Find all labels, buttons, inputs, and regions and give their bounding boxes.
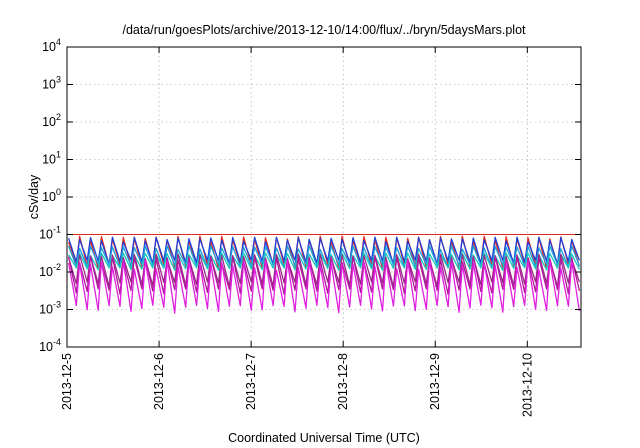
y-tick-label: 10-2 — [39, 262, 61, 279]
x-tick-label: 2013-12-8 — [336, 353, 350, 410]
y-tick-label: 10-1 — [39, 225, 61, 242]
y-tick-label: 102 — [42, 112, 61, 129]
y-tick-label: 100 — [42, 187, 61, 204]
x-tick-label: 2013-12-10 — [520, 353, 534, 417]
x-tick-label: 2013-12-9 — [428, 353, 442, 410]
chart-title: /data/run/goesPlots/archive/2013-12-10/1… — [122, 23, 526, 37]
series-line-3 — [67, 245, 581, 269]
y-tick-label: 10-3 — [39, 300, 61, 317]
plot-frame — [66, 46, 582, 348]
series-layer — [67, 234, 581, 314]
x-tick-label: 2013-12-7 — [244, 353, 258, 410]
y-tick-labels: 10-4 10-3 10-2 10-1 100 101 102 103 104 — [39, 37, 61, 354]
y-axis-label: cSv/day — [27, 174, 41, 219]
y-tick-label: 103 — [42, 75, 61, 92]
series-line-7 — [67, 260, 581, 314]
x-tick-labels: 2013-12-5 2013-12-6 2013-12-7 2013-12-8 2013… — [60, 353, 534, 417]
series-line-6 — [67, 255, 581, 296]
y-tick-label: 101 — [42, 150, 61, 167]
y-tick-label: 10-4 — [39, 337, 61, 354]
x-tick-label: 2013-12-6 — [152, 353, 166, 410]
x-tick-label: 2013-12-5 — [60, 353, 74, 410]
x-axis-label: Coordinated Universal Time (UTC) — [228, 431, 420, 445]
y-tick-label: 104 — [42, 37, 61, 54]
series-line-2 — [67, 236, 581, 265]
series-line-4 — [68, 252, 580, 272]
